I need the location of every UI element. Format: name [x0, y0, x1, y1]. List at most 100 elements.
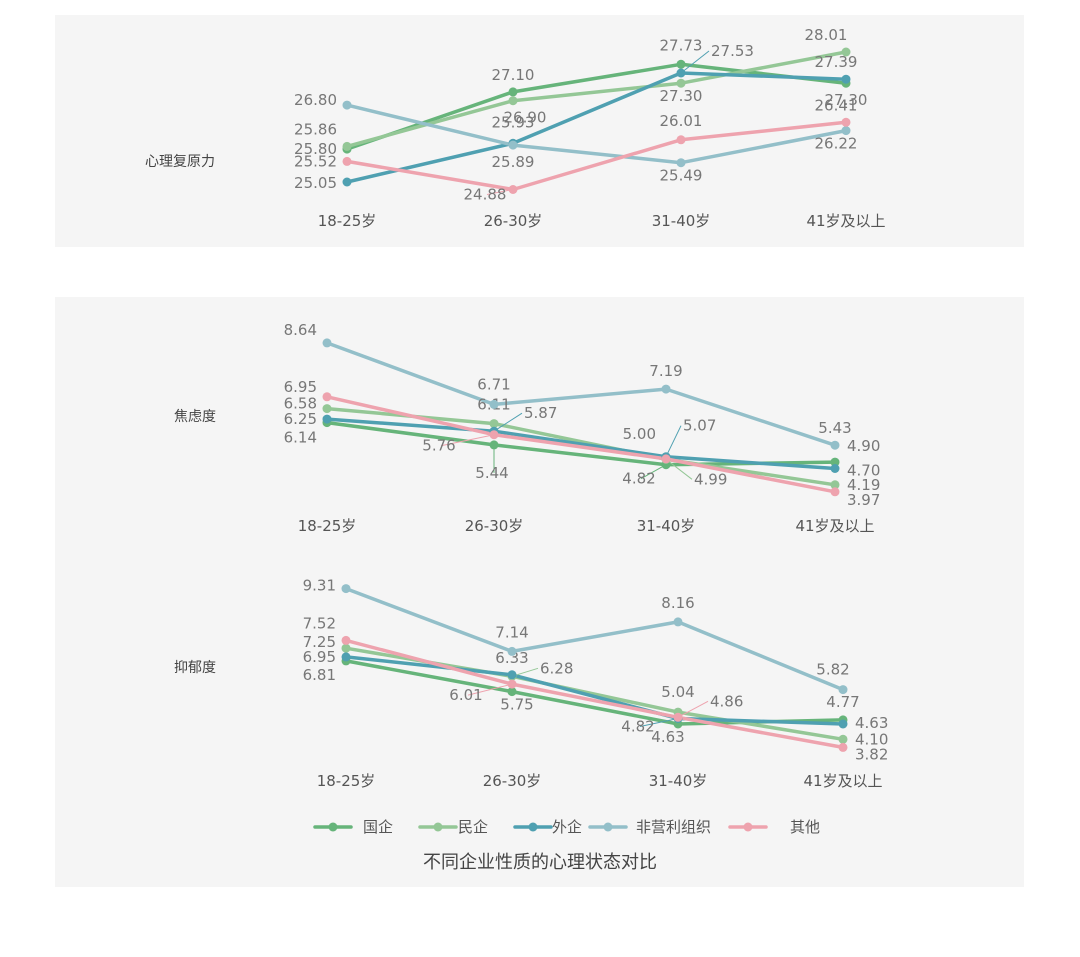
chart-2-data-label-foreign: 4.82 [621, 718, 654, 736]
chart-0-data-label-other: 26.01 [660, 112, 703, 130]
chart-0-point-other [841, 117, 851, 127]
chart-1-x-tick-label: 18-25岁 [298, 517, 357, 535]
chart-0-point-other [342, 156, 352, 166]
chart-2-data-label-foreign: 6.95 [303, 648, 336, 666]
chart-1-data-label-other: 5.76 [422, 437, 455, 455]
chart-0-data-label-private: 28.01 [805, 26, 848, 44]
chart-0-x-tick-label: 31-40岁 [652, 212, 711, 230]
chart-2-data-label-nonprofit: 5.82 [816, 661, 849, 679]
chart-1-data-label-state: 4.82 [622, 470, 655, 488]
chart-0-data-label-private: 25.86 [294, 120, 337, 138]
chart-1-data-label-nonprofit: 6.71 [477, 375, 510, 393]
chart-1-data-label-nonprofit: 7.19 [649, 362, 682, 380]
chart-2-data-label-private: 5.04 [661, 683, 694, 701]
chart-2-point-other [838, 742, 848, 752]
chart-1-point-state [830, 457, 840, 467]
legend-label-state: 国企 [363, 818, 393, 836]
chart-2-data-label-other: 4.86 [710, 692, 743, 710]
chart-1-data-label-state: 6.14 [284, 429, 317, 447]
chart-2-data-label-state: 4.77 [826, 693, 859, 711]
chart-0-data-label-foreign: 27.53 [711, 42, 754, 60]
chart-0-data-label-state: 27.10 [492, 66, 535, 84]
chart-0-data-label-nonprofit: 26.22 [815, 135, 858, 153]
chart-0-leader-other [486, 189, 514, 195]
chart-0-point-other [676, 135, 686, 145]
legend-label-private: 民企 [458, 818, 488, 836]
legend-marker-private [433, 822, 443, 832]
chart-0-data-label-nonprofit: 25.49 [660, 167, 703, 185]
chart-0-data-label-state: 27.73 [660, 36, 703, 54]
legend-marker-nonprofit [603, 822, 613, 832]
chart-2-data-label-nonprofit: 7.14 [495, 623, 528, 641]
legend-label-other: 其他 [790, 818, 820, 836]
chart-1-leader-private [665, 458, 693, 480]
chart-0-data-label-other: 25.52 [294, 152, 337, 170]
chart-0: 心理复原力 18-25岁 26-30岁 31-40岁 41岁及以上 25.80 27.10 2… [145, 26, 886, 230]
chart-1-point-private [322, 404, 332, 414]
chart-2-row-label: 抑郁度 [174, 660, 216, 676]
chart-1-data-label-private: 6.58 [284, 395, 317, 413]
chart-2-leader-foreign [639, 718, 679, 727]
chart-2-data-label-private: 7.25 [303, 633, 336, 651]
chart-0-data-label-foreign: 25.05 [294, 174, 337, 192]
chart-2-data-label-foreign: 4.63 [855, 714, 888, 732]
chart-1-data-label-foreign: 5.87 [524, 404, 557, 422]
chart-1-data-label-foreign: 5.07 [683, 417, 716, 435]
panel-bottom-background [55, 297, 1024, 887]
chart-2-x-tick-label: 41岁及以上 [803, 772, 882, 790]
charts-layer: 心理复原力 18-25岁 26-30岁 31-40岁 41岁及以上 25.80 27.10 2… [145, 26, 888, 790]
chart-1-data-label-foreign: 4.70 [847, 462, 880, 480]
legend: 国企 民企 外企 非营利组织 其他 [313, 818, 820, 836]
chart-0-point-nonprofit [342, 100, 352, 110]
chart-0-line-other [345, 120, 848, 192]
chart-0-point-foreign [342, 177, 352, 187]
chart-0-point-private [841, 47, 851, 57]
chart-0-data-label-state: 25.80 [294, 140, 337, 158]
chart-1-point-other [830, 487, 840, 497]
chart-1-leader-foreign [493, 412, 523, 432]
chart-1-point-nonprofit [322, 338, 332, 348]
chart-0-data-label-foreign: 25.93 [492, 113, 535, 131]
chart-1-data-label-foreign: 6.25 [284, 410, 317, 428]
chart-1-line-foreign [325, 417, 837, 471]
chart-2-data-label-other: 6.01 [449, 686, 482, 704]
chart-1-x-tick-label: 26-30岁 [465, 517, 524, 535]
chart-2-data-label-state: 4.63 [651, 728, 684, 746]
chart-0-data-label-nonprofit: 26.80 [294, 91, 337, 109]
chart-1-point-nonprofit [830, 440, 840, 450]
chart-2-point-nonprofit [673, 617, 683, 627]
chart-2-point-foreign [838, 719, 848, 729]
chart-title: 不同企业性质的心理状态对比 [423, 852, 657, 873]
chart-2-point-state [507, 687, 517, 697]
chart-1-point-other [661, 454, 671, 464]
chart-1-point-foreign [830, 464, 840, 473]
chart-1-data-label-nonprofit: 5.43 [818, 419, 851, 437]
legend-marker-state [328, 822, 338, 832]
chart-2-point-private [838, 734, 848, 744]
chart-2-data-label-private: 4.10 [855, 730, 888, 748]
chart-0-data-label-private: 27.30 [660, 87, 703, 105]
chart-0-line-state [345, 62, 848, 151]
chart-2-data-label-private: 6.28 [540, 659, 573, 677]
chart-1-leader-other [440, 434, 495, 447]
chart-2-data-label-other: 3.82 [855, 745, 888, 763]
chart-0-point-private [508, 96, 518, 106]
chart-2-point-nonprofit [341, 584, 351, 594]
chart-2-line-other [344, 638, 845, 750]
chart-2-leader-other [677, 700, 709, 718]
chart-2-data-label-nonprofit: 8.16 [661, 594, 694, 612]
chart-1-point-nonprofit [489, 399, 499, 409]
chart-2-x-tick-label: 18-25岁 [317, 772, 376, 790]
chart-2-point-nonprofit [838, 685, 848, 695]
legend-label-foreign: 外企 [552, 818, 582, 836]
chart-2-data-label-state: 6.81 [303, 666, 336, 684]
chart-1-data-label-other: 3.97 [847, 491, 880, 509]
chart-0-line-foreign [345, 71, 848, 184]
chart-1-data-label-nonprofit: 8.64 [284, 321, 317, 339]
chart-2-data-label-other: 7.52 [303, 614, 336, 632]
chart-1-point-private [830, 480, 840, 490]
chart-1-point-foreign [322, 414, 332, 424]
chart-1-data-label-state: 5.44 [475, 464, 508, 482]
